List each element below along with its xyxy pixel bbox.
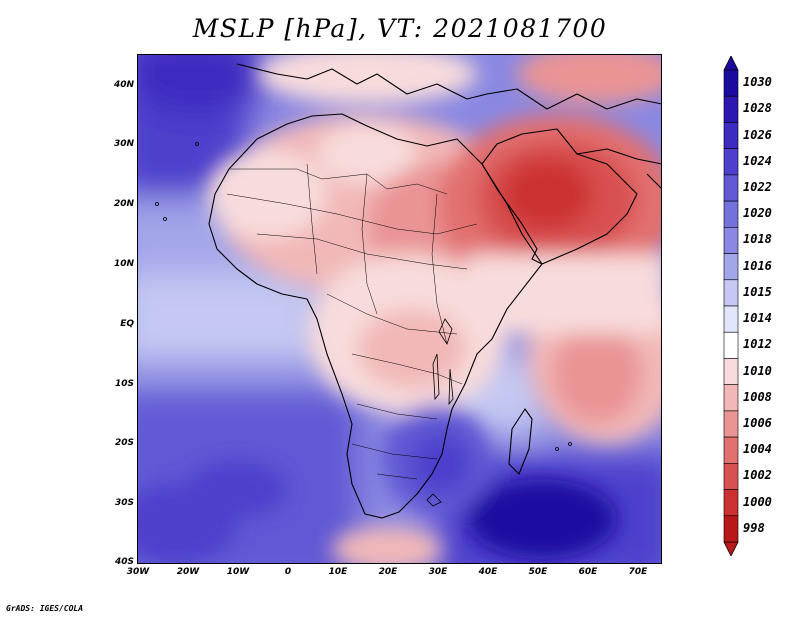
colorbar-label-1000: 1000 xyxy=(743,494,772,509)
lon-label-0: 0 xyxy=(284,567,292,577)
colorbar-label-1020: 1020 xyxy=(743,206,772,221)
colorbar-swatch-1012 xyxy=(723,331,739,359)
chart-title: MSLP [hPa], VT: 2021081700 xyxy=(192,14,608,43)
colorbar-swatch-1016 xyxy=(723,253,739,281)
colorbar-label-1006: 1006 xyxy=(743,416,772,430)
colorbar-swatch-1004 xyxy=(723,436,739,464)
colorbar-swatch-1014 xyxy=(723,305,739,333)
colorbar-swatch-998 xyxy=(723,515,739,543)
colorbar-swatch-1018 xyxy=(723,227,739,254)
colorbar-label-1028: 1028 xyxy=(743,101,772,116)
colorbar-swatch-1002 xyxy=(723,463,739,490)
colorbar-label-1016: 1016 xyxy=(743,258,772,273)
lon-label-20e: 20E xyxy=(378,567,398,577)
lat-label-30n: 30N xyxy=(113,139,134,149)
colorbar-swatch-1020 xyxy=(723,200,739,228)
lat-label-30s: 30S xyxy=(114,498,134,508)
lon-label-20w: 20W xyxy=(176,567,200,577)
colorbar-swatch-1030 xyxy=(723,69,739,97)
colorbar-swatch-1000 xyxy=(723,489,739,517)
colorbar-label-1026: 1026 xyxy=(743,127,772,142)
colorbar-swatch-1008 xyxy=(723,384,739,412)
lat-label-40n: 40N xyxy=(113,80,134,90)
lon-label-50e: 50E xyxy=(528,567,548,577)
colorbar xyxy=(723,56,739,556)
colorbar-label-1022: 1022 xyxy=(743,180,772,194)
colorbar-swatch-1024 xyxy=(723,148,739,176)
colorbar-swatch-1015 xyxy=(723,279,739,307)
colorbar-bottom-arrow xyxy=(723,541,739,556)
lon-label-40e: 40E xyxy=(478,567,498,577)
colorbar-swatch-1010 xyxy=(723,358,739,385)
pressure-map xyxy=(137,54,662,564)
lon-label-60e: 60E xyxy=(578,567,598,577)
colorbar-label-1004: 1004 xyxy=(743,442,772,457)
lat-label-20s: 20S xyxy=(114,438,134,448)
colorbar-swatch-1006 xyxy=(723,410,739,438)
lat-label-10s: 10S xyxy=(114,379,134,389)
lon-label-30e: 30E xyxy=(428,567,448,577)
colorbar-label-1008: 1008 xyxy=(743,389,772,404)
colorbar-label-1024: 1024 xyxy=(743,153,772,168)
colorbar-label-998: 998 xyxy=(743,520,765,535)
credit-text: GrADS: IGES/COLA xyxy=(6,604,84,613)
colorbar-label-1015: 1015 xyxy=(743,284,772,299)
colorbar-swatch-1028 xyxy=(723,95,739,123)
colorbar-label-1002: 1002 xyxy=(743,468,772,483)
colorbar-label-1030: 1030 xyxy=(743,75,772,90)
lat-label-20n: 20N xyxy=(113,199,134,209)
lat-label-eq: EQ xyxy=(120,319,134,329)
colorbar-label-1010: 1010 xyxy=(743,363,772,378)
lon-label-10w: 10W xyxy=(226,567,250,577)
colorbar-swatch-1022 xyxy=(723,174,739,202)
colorbar-top-arrow xyxy=(723,56,739,71)
lon-label-30w: 30W xyxy=(126,567,150,577)
lon-label-10e: 10E xyxy=(328,567,348,577)
colorbar-label-1012: 1012 xyxy=(743,337,772,352)
lat-label-40s: 40S xyxy=(114,557,134,567)
colorbar-label-1018: 1018 xyxy=(743,232,772,247)
colorbar-swatch-1026 xyxy=(723,122,739,149)
lon-label-70e: 70E xyxy=(628,567,648,577)
lat-label-10n: 10N xyxy=(113,259,134,269)
colorbar-label-1014: 1014 xyxy=(743,311,772,326)
